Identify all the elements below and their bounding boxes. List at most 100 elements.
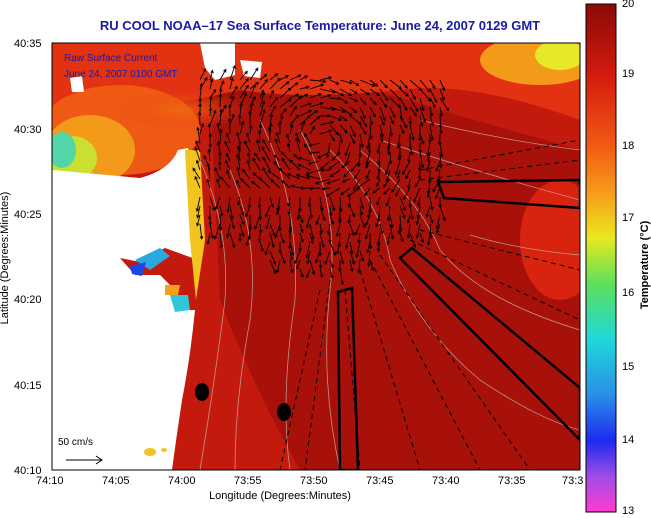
current-vector-head xyxy=(211,207,216,211)
current-vector xyxy=(349,205,355,217)
current-vector xyxy=(329,214,334,225)
current-vector-head xyxy=(265,225,269,230)
current-vector xyxy=(369,88,380,96)
current-vector-head xyxy=(262,138,266,143)
current-vector xyxy=(367,133,371,149)
current-vector-head xyxy=(273,160,277,165)
current-vector-head xyxy=(331,137,335,142)
current-vector-head xyxy=(368,245,373,250)
current-vector xyxy=(286,134,291,144)
current-vector-head xyxy=(200,122,205,127)
current-vector xyxy=(358,259,361,273)
current-vector-head xyxy=(358,121,362,125)
current-vector xyxy=(364,187,371,196)
current-vector xyxy=(354,169,361,179)
current-vector-head xyxy=(218,161,222,165)
current-vector-head xyxy=(348,80,353,85)
current-vector xyxy=(349,133,355,144)
current-vector xyxy=(214,223,221,239)
current-vector xyxy=(258,196,261,208)
current-vector xyxy=(309,93,322,99)
current-vector-head xyxy=(308,151,312,155)
current-vector-head xyxy=(340,281,345,286)
current-vector xyxy=(226,223,231,238)
current-vector-head xyxy=(411,136,415,141)
plot-frame xyxy=(51,42,581,471)
current-vector-head xyxy=(339,139,344,144)
current-vector-head xyxy=(402,196,407,201)
current-vector-head xyxy=(404,84,408,89)
current-vector-head xyxy=(347,204,352,208)
current-vector-head xyxy=(429,235,433,240)
current-vector-head xyxy=(410,216,414,221)
x-tick-label: 74:10 xyxy=(36,475,64,487)
current-vector-head xyxy=(297,156,302,161)
current-vector-head xyxy=(298,208,302,213)
current-vector xyxy=(339,79,353,84)
current-vector xyxy=(356,241,361,258)
current-vector-head xyxy=(293,153,297,158)
current-vector-head xyxy=(294,260,298,265)
current-vector-head xyxy=(297,163,302,168)
current-vector xyxy=(299,109,312,117)
current-vector-head xyxy=(283,108,287,113)
current-vector xyxy=(289,124,293,135)
legend-date: June 24, 2007 0100 GMT xyxy=(64,69,178,80)
current-vector-head xyxy=(257,204,262,209)
current-vector xyxy=(229,232,235,248)
current-vector xyxy=(383,187,391,195)
current-vector-head xyxy=(404,107,408,111)
y-tick-label: 40:30 xyxy=(14,124,42,136)
current-vector xyxy=(399,97,408,111)
current-vector-head xyxy=(232,64,236,69)
current-vector-head xyxy=(435,168,439,172)
current-vector xyxy=(389,124,393,137)
current-vector-head xyxy=(257,129,262,134)
current-vector xyxy=(226,170,231,180)
current-vector-head xyxy=(369,135,373,140)
colorbar-tick-label: 18 xyxy=(622,140,635,152)
current-vector-head xyxy=(439,113,443,118)
current-vector-head xyxy=(311,125,315,130)
current-vector xyxy=(269,259,276,274)
current-vector-head xyxy=(270,179,275,183)
current-vector xyxy=(279,87,292,99)
current-vector xyxy=(426,205,431,218)
y-tick-label: 40:35 xyxy=(14,38,42,50)
current-vector-head xyxy=(318,265,323,269)
current-vector xyxy=(385,160,391,175)
current-vector xyxy=(252,158,261,171)
current-vector xyxy=(240,178,251,189)
current-vector xyxy=(349,223,355,236)
current-vector xyxy=(298,164,311,171)
current-vector-head xyxy=(204,76,208,81)
current-vector-head xyxy=(262,156,266,161)
current-vector-head xyxy=(305,224,310,229)
current-vector xyxy=(273,154,281,162)
current-vector-head xyxy=(434,195,439,200)
current-vector-head xyxy=(341,179,346,183)
current-vector xyxy=(308,151,321,154)
current-vector xyxy=(299,223,304,233)
current-vector-head xyxy=(426,153,430,158)
current-vector-head xyxy=(287,87,292,92)
current-vector-head xyxy=(335,250,340,255)
current-vector-head xyxy=(286,142,291,147)
current-vector-head xyxy=(413,112,417,117)
current-vector-head xyxy=(329,173,334,178)
current-vector xyxy=(219,214,222,231)
current-vector-head xyxy=(224,140,228,145)
current-vector-head xyxy=(226,169,230,174)
current-vector-head xyxy=(335,233,340,238)
current-vector xyxy=(238,115,241,126)
current-vector-head xyxy=(319,274,324,279)
current-vector-head xyxy=(304,93,309,98)
current-vector-head xyxy=(261,146,265,151)
current-vector-head xyxy=(338,268,342,272)
current-vector-head xyxy=(287,245,292,250)
current-vector-head xyxy=(262,167,266,171)
x-tick-label: 73:3 xyxy=(562,475,584,487)
current-vector xyxy=(309,83,324,90)
current-vector xyxy=(199,111,201,126)
current-vector xyxy=(279,108,287,117)
